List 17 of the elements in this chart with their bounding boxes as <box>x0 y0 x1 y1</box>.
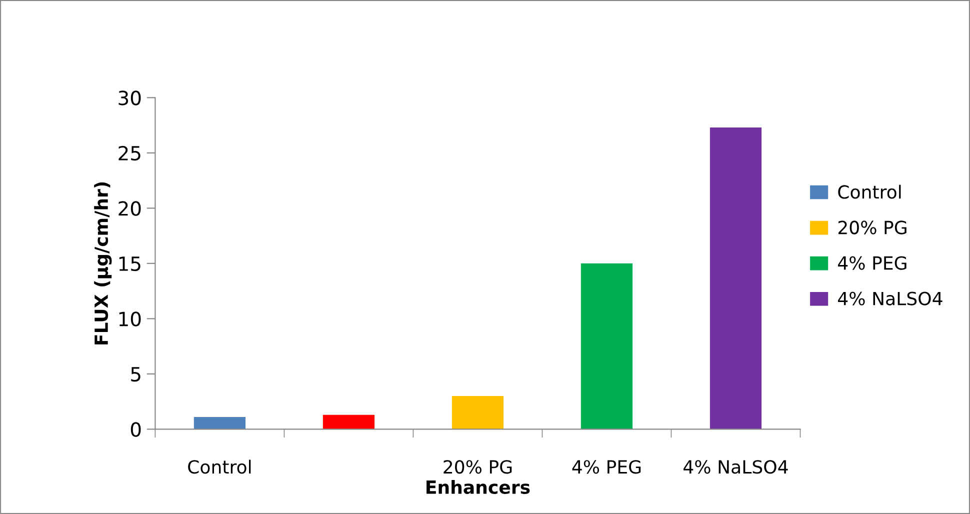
x-tick-label: Control <box>188 460 251 474</box>
y-tick-label: 20 <box>118 201 141 216</box>
x-tick-label: 4% NaLSO4 <box>684 460 788 474</box>
y-tick-label: 15 <box>119 256 140 272</box>
y-tick-label: 10 <box>119 312 141 326</box>
legend-label: Control <box>838 184 901 199</box>
legend-label: 4% NaLSO4 <box>838 292 942 306</box>
y-axis-title: FLUX (µg/cm/hr) <box>94 182 112 344</box>
y-tick-label: 30 <box>118 90 141 106</box>
x-axis-title: Enhancers <box>426 480 530 494</box>
x-tick-label: 20% PG <box>444 460 512 474</box>
y-tick-label: 5 <box>131 367 140 382</box>
y-tick-label: 0 <box>130 422 141 437</box>
x-tick-label: 4% PEG <box>572 460 641 474</box>
legend-label: 4% PEG <box>838 256 906 270</box>
y-tick-label: 25 <box>118 146 140 161</box>
legend-label: 20% PG <box>838 220 906 234</box>
